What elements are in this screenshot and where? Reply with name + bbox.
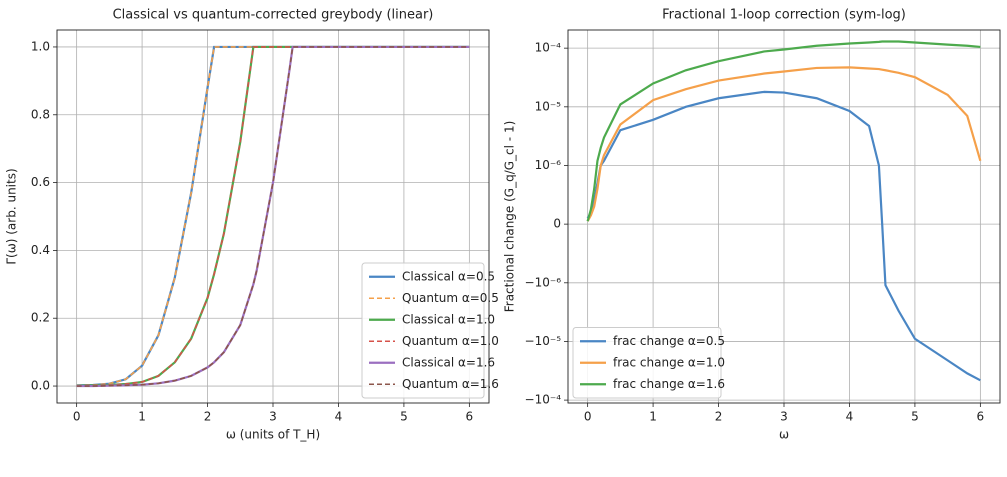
legend-box <box>361 262 485 399</box>
x-tick-label: 6 <box>977 410 985 424</box>
axes-frame <box>56 29 490 404</box>
y-tick-label: 10⁻⁴ <box>535 41 562 55</box>
x-tick-label: 4 <box>846 410 854 424</box>
x-axis-label: ω <box>779 428 789 442</box>
legend-label: Classical α=1.6 <box>402 355 495 369</box>
series-line <box>586 66 982 222</box>
legend-label: Quantum α=1.6 <box>402 377 499 391</box>
y-tick-label: 0.8 <box>31 107 50 121</box>
x-tick-label: 1 <box>649 410 657 424</box>
x-tick-label: 2 <box>204 410 212 424</box>
x-tick-label: 5 <box>400 410 408 424</box>
legend: Classical α=0.5 Quantum α=0.5 Classical α=… <box>361 262 499 399</box>
legend-label: frac change α=1.6 <box>613 377 725 391</box>
x-tick-label: 0 <box>584 410 592 424</box>
series-line <box>76 46 470 387</box>
legend-box <box>572 327 722 399</box>
x-tick-label: 3 <box>269 410 277 424</box>
x-tick-label: 0 <box>73 410 81 424</box>
legend-label: Classical α=0.5 <box>402 269 495 283</box>
y-tick-label: −10⁻⁴ <box>525 393 562 407</box>
legend-label: frac change α=1.0 <box>613 355 725 369</box>
x-tick-label: 2 <box>715 410 723 424</box>
legend: frac change α=0.5 frac change α=1.0 frac c… <box>572 327 725 399</box>
legend-label: Quantum α=0.5 <box>402 291 499 305</box>
y-tick-label: 0 <box>553 217 561 231</box>
series-line <box>76 46 470 387</box>
x-tick-label: 6 <box>466 410 474 424</box>
legend-label: Quantum α=1.0 <box>402 334 499 348</box>
chart-title: Classical vs quantum-corrected greybody … <box>113 8 434 23</box>
y-tick-label: 10⁻⁵ <box>535 99 562 113</box>
y-tick-label: 0.6 <box>31 175 50 189</box>
y-tick-label: 0.0 <box>31 379 50 393</box>
y-tick-label: −10⁻⁶ <box>525 275 562 289</box>
y-tick-label: −10⁻⁵ <box>525 334 562 348</box>
legend-label: Classical α=1.0 <box>402 312 495 326</box>
y-tick-label: 0.2 <box>31 311 50 325</box>
x-tick-label: 3 <box>780 410 788 424</box>
x-axis-label: ω (units of T_H) <box>226 428 320 442</box>
chart-panel: 0 1 2 3 4 5 6 0.0 0.2 0.4 0.6 0.8 1.0 Classical vs qu… <box>5 8 499 442</box>
chart-panel: 0 1 2 3 4 5 6 −10⁻⁴ −10⁻⁵ −10⁻⁶ 0 10⁻⁶ 10⁻⁵ 10⁻⁴ Fract… <box>503 8 1001 442</box>
chart-title: Fractional 1-loop correction (sym-log) <box>662 8 906 23</box>
y-tick-label: 1.0 <box>31 39 50 53</box>
y-axis-label: Fractional change (G_q/G_cl - 1) <box>503 121 517 313</box>
y-tick-label: 10⁻⁶ <box>535 158 562 172</box>
axes-frame <box>567 29 1001 404</box>
x-tick-label: 4 <box>335 410 343 424</box>
legend-label: frac change α=0.5 <box>613 334 725 348</box>
x-tick-label: 5 <box>911 410 919 424</box>
x-tick-label: 1 <box>138 410 146 424</box>
y-axis-label: Γ(ω) (arb. units) <box>5 168 19 264</box>
y-tick-label: 0.4 <box>31 243 50 257</box>
series-line <box>586 40 981 222</box>
